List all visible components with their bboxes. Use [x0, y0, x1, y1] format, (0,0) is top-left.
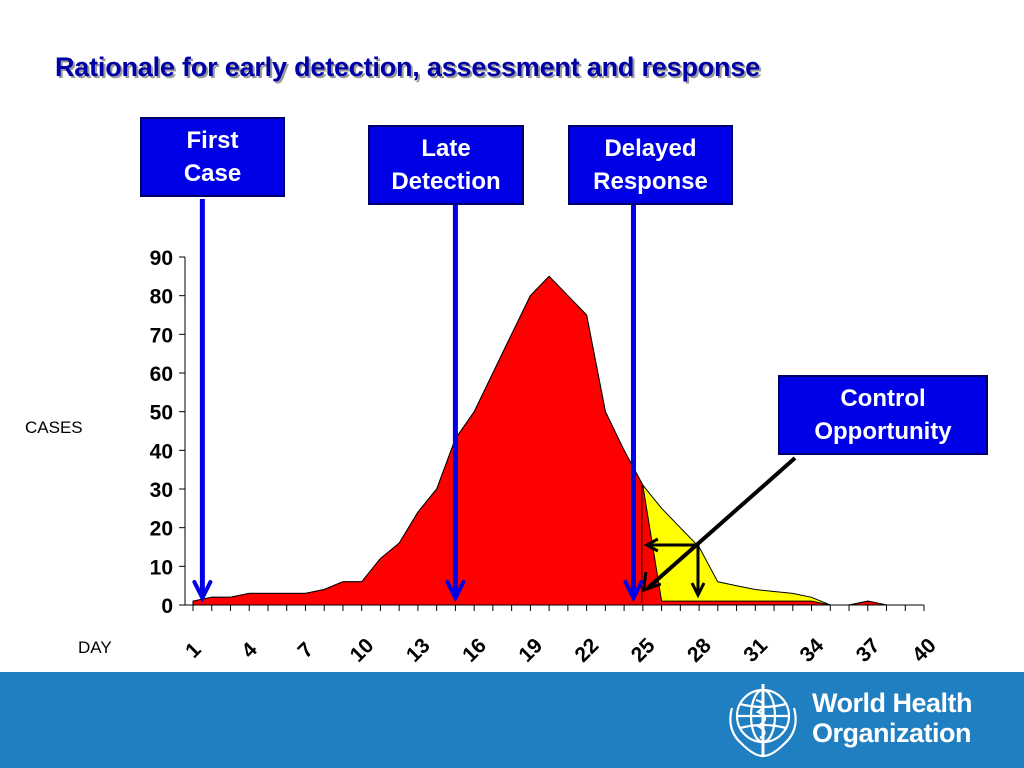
delayed-response-line2: Response — [593, 168, 708, 195]
x-tick-label: 25 — [627, 634, 660, 667]
x-tick-label: 19 — [514, 634, 547, 667]
first-case-line2: Case — [183, 160, 242, 187]
x-tick-label: 22 — [571, 634, 604, 667]
y-tick-label: 60 — [150, 363, 173, 386]
y-tick-label: 20 — [150, 518, 173, 541]
y-axis-label: CASES — [25, 418, 83, 437]
y-tick-label: 70 — [150, 324, 173, 347]
page-title: Rationale for early detection, assessmen… — [55, 52, 760, 82]
control-opportunity-callout: Control Opportunity — [778, 375, 988, 455]
y-tick-label: 30 — [150, 479, 173, 502]
control-opportunity-line1: Control — [840, 385, 926, 412]
y-tick-label: 0 — [161, 595, 173, 618]
control-window-arrow-head — [643, 537, 659, 553]
delayed-response-callout: Delayed Response — [568, 125, 733, 205]
who-wordmark-line1: World Health — [812, 688, 973, 718]
x-tick-label: 16 — [458, 634, 491, 667]
y-tick-label: 50 — [150, 402, 173, 425]
x-tick-label: 1 — [181, 638, 206, 663]
y-tick-label: 10 — [150, 556, 173, 579]
x-tick-label: 31 — [739, 634, 772, 667]
x-axis-label: DAY — [78, 638, 112, 657]
x-tick-label: 10 — [346, 634, 379, 667]
control-opportunity-pointer-head — [642, 571, 662, 593]
x-tick-label: 40 — [908, 634, 941, 667]
who-wordmark: World Health Organization — [812, 688, 973, 748]
delayed-response-line1: Delayed — [604, 135, 697, 162]
late-detection-callout: Late Detection — [368, 125, 524, 205]
who-wordmark-line2: Organization — [812, 718, 972, 748]
late-detection-arrow-head — [445, 580, 466, 603]
x-tick-label: 37 — [852, 634, 885, 667]
x-tick-label: 7 — [294, 638, 319, 663]
delayed-response-arrow-head — [623, 580, 644, 603]
first-case-callout: First Case — [140, 117, 285, 197]
y-tick-label: 40 — [150, 440, 173, 463]
x-tick-label: 13 — [402, 634, 435, 667]
first-case-line1: First — [186, 127, 239, 154]
who-emblem-icon — [729, 684, 797, 758]
late-detection-line1: Late — [421, 135, 471, 162]
y-tick-label: 80 — [150, 286, 173, 309]
control-drop-arrow-head — [690, 582, 706, 599]
epidemic-curve-chart: 0 10 20 30 40 50 60 70 80 90 1 4 7 10 13 16 19 22 25 28 31 34… — [150, 199, 941, 667]
outbreak-cases-area — [192, 275, 924, 606]
y-tick-label: 90 — [150, 247, 173, 270]
x-tick-label: 34 — [796, 634, 829, 667]
late-detection-line2: Detection — [391, 168, 501, 195]
x-tick-label: 28 — [683, 634, 716, 667]
footer-band — [0, 672, 1024, 768]
control-opportunity-line2: Opportunity — [814, 418, 952, 445]
control-opportunity-pointer — [646, 456, 797, 590]
first-case-arrow-head — [192, 580, 213, 603]
x-tick-label: 4 — [237, 638, 262, 663]
